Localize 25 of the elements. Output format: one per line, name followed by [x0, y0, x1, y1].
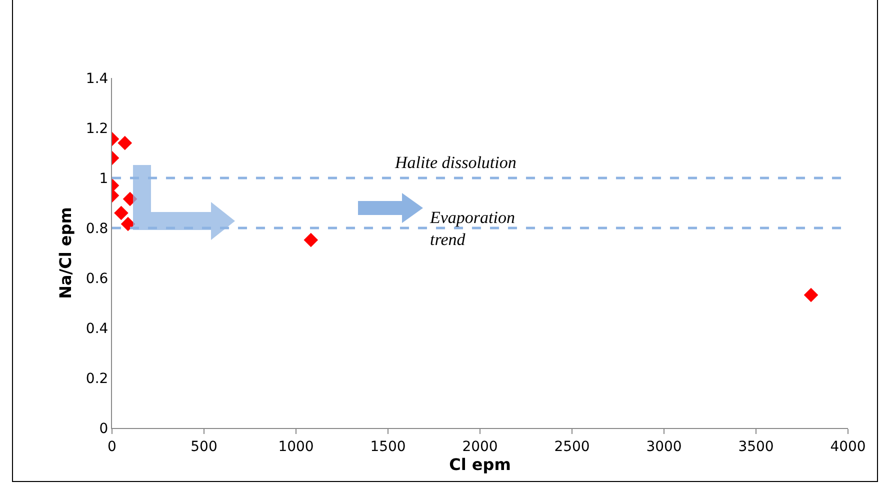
- y-tick-label: 1: [99, 170, 108, 187]
- y-tick-label: 0.8: [86, 220, 108, 237]
- x-tick-label: 3000: [646, 438, 682, 455]
- x-tick-label: 2000: [462, 438, 498, 455]
- point: [120, 216, 136, 232]
- x-tick-label: 500: [190, 438, 218, 455]
- point: [114, 206, 128, 220]
- y-tick-label: 0: [99, 420, 108, 437]
- y-tick-label: 1.2: [86, 120, 108, 137]
- x-tick-label: 1000: [278, 438, 314, 455]
- point: [304, 232, 318, 248]
- x-tick-label: 2500: [554, 438, 590, 455]
- y-tick-label: 1.4: [86, 70, 108, 87]
- y-tick-label: 0.4: [86, 320, 108, 337]
- x-tick-label: 4000: [830, 438, 866, 455]
- x-axis-title: Cl epm: [449, 454, 511, 474]
- x-tick-label: 3500: [738, 438, 774, 455]
- x-tick-label: 1500: [370, 438, 406, 455]
- y-axis-title: Na/Cl epm: [56, 207, 75, 299]
- y-tick-label: 0.6: [86, 270, 108, 287]
- point: [118, 136, 132, 150]
- annotation: Halite dissolution: [394, 153, 516, 172]
- annotation: Evaporation trend: [429, 208, 515, 250]
- point: [804, 288, 818, 302]
- y-tick-label: 0.2: [86, 370, 108, 387]
